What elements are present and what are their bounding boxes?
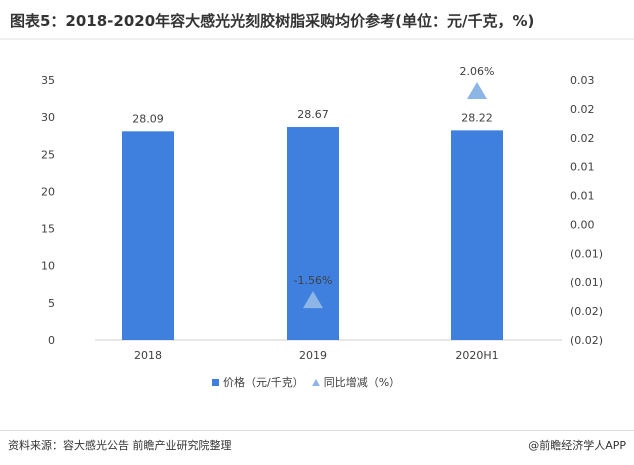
left-axis-tick-label: 5 xyxy=(48,297,55,310)
right-axis-tick-label: 0.01 xyxy=(570,190,595,203)
left-axis-tick-label: 10 xyxy=(41,260,55,273)
title-divider xyxy=(0,38,634,40)
right-axis-tick-label: 0.03 xyxy=(570,74,595,87)
left-axis-tick-label: 20 xyxy=(41,185,55,198)
yoy-marker[interactable] xyxy=(303,291,323,309)
right-axis-tick-label: 0.00 xyxy=(570,218,595,231)
left-axis-tick-label: 35 xyxy=(41,74,55,87)
yoy-value-label: -1.56% xyxy=(294,274,333,287)
credit-note: @前瞻经济学人APP xyxy=(528,439,626,452)
footer-divider xyxy=(0,430,634,431)
right-axis-tick-label: 0.02 xyxy=(570,103,595,116)
legend-bar-label: 价格（元/千克） xyxy=(223,376,304,389)
legend-triangle-swatch xyxy=(311,378,320,386)
category-label: 2019 xyxy=(299,349,327,362)
bar[interactable] xyxy=(122,131,174,340)
category-label: 2020H1 xyxy=(455,349,498,362)
page-title: 图表5：2018-2020年容大感光光刻胶树脂采购均价参考(单位：元/千克，%) xyxy=(10,12,535,30)
category-label: 2018 xyxy=(134,349,162,362)
source-note: 资料来源：容大感光公告 前瞻产业研究院整理 xyxy=(8,439,232,452)
bar[interactable] xyxy=(451,130,503,340)
right-axis-tick-label: (0.01) xyxy=(570,247,603,260)
left-axis-tick-label: 30 xyxy=(41,111,55,124)
right-axis-tick-label: (0.02) xyxy=(570,334,603,347)
right-axis-tick-label: (0.02) xyxy=(570,305,603,318)
legend-item-yoy[interactable]: 同比增减（%） xyxy=(311,374,401,390)
right-axis-tick-label: (0.01) xyxy=(570,276,603,289)
left-axis-tick-label: 15 xyxy=(41,223,55,236)
right-axis-tick-label: 0.02 xyxy=(570,132,595,145)
legend: 价格（元/千克） 同比增减（%） xyxy=(212,374,400,390)
left-axis-tick-label: 0 xyxy=(48,334,55,347)
bar-value-label: 28.67 xyxy=(297,108,329,121)
chart: 0 5 10 15 20 25 30 35 (0.02) (0.02) (0.01) (0.01) 0… xyxy=(41,65,603,362)
bar-value-label: 28.22 xyxy=(461,111,493,124)
legend-bar-swatch xyxy=(212,378,219,386)
legend-marker-label: 同比增减（%） xyxy=(323,376,401,389)
right-axis-tick-label: 0.01 xyxy=(570,161,595,174)
legend-item-price[interactable]: 价格（元/千克） xyxy=(212,374,304,390)
yoy-value-label: 2.06% xyxy=(460,65,495,78)
bar-value-label: 28.09 xyxy=(132,112,164,125)
left-axis-tick-label: 25 xyxy=(41,148,55,161)
yoy-marker[interactable] xyxy=(467,81,487,99)
